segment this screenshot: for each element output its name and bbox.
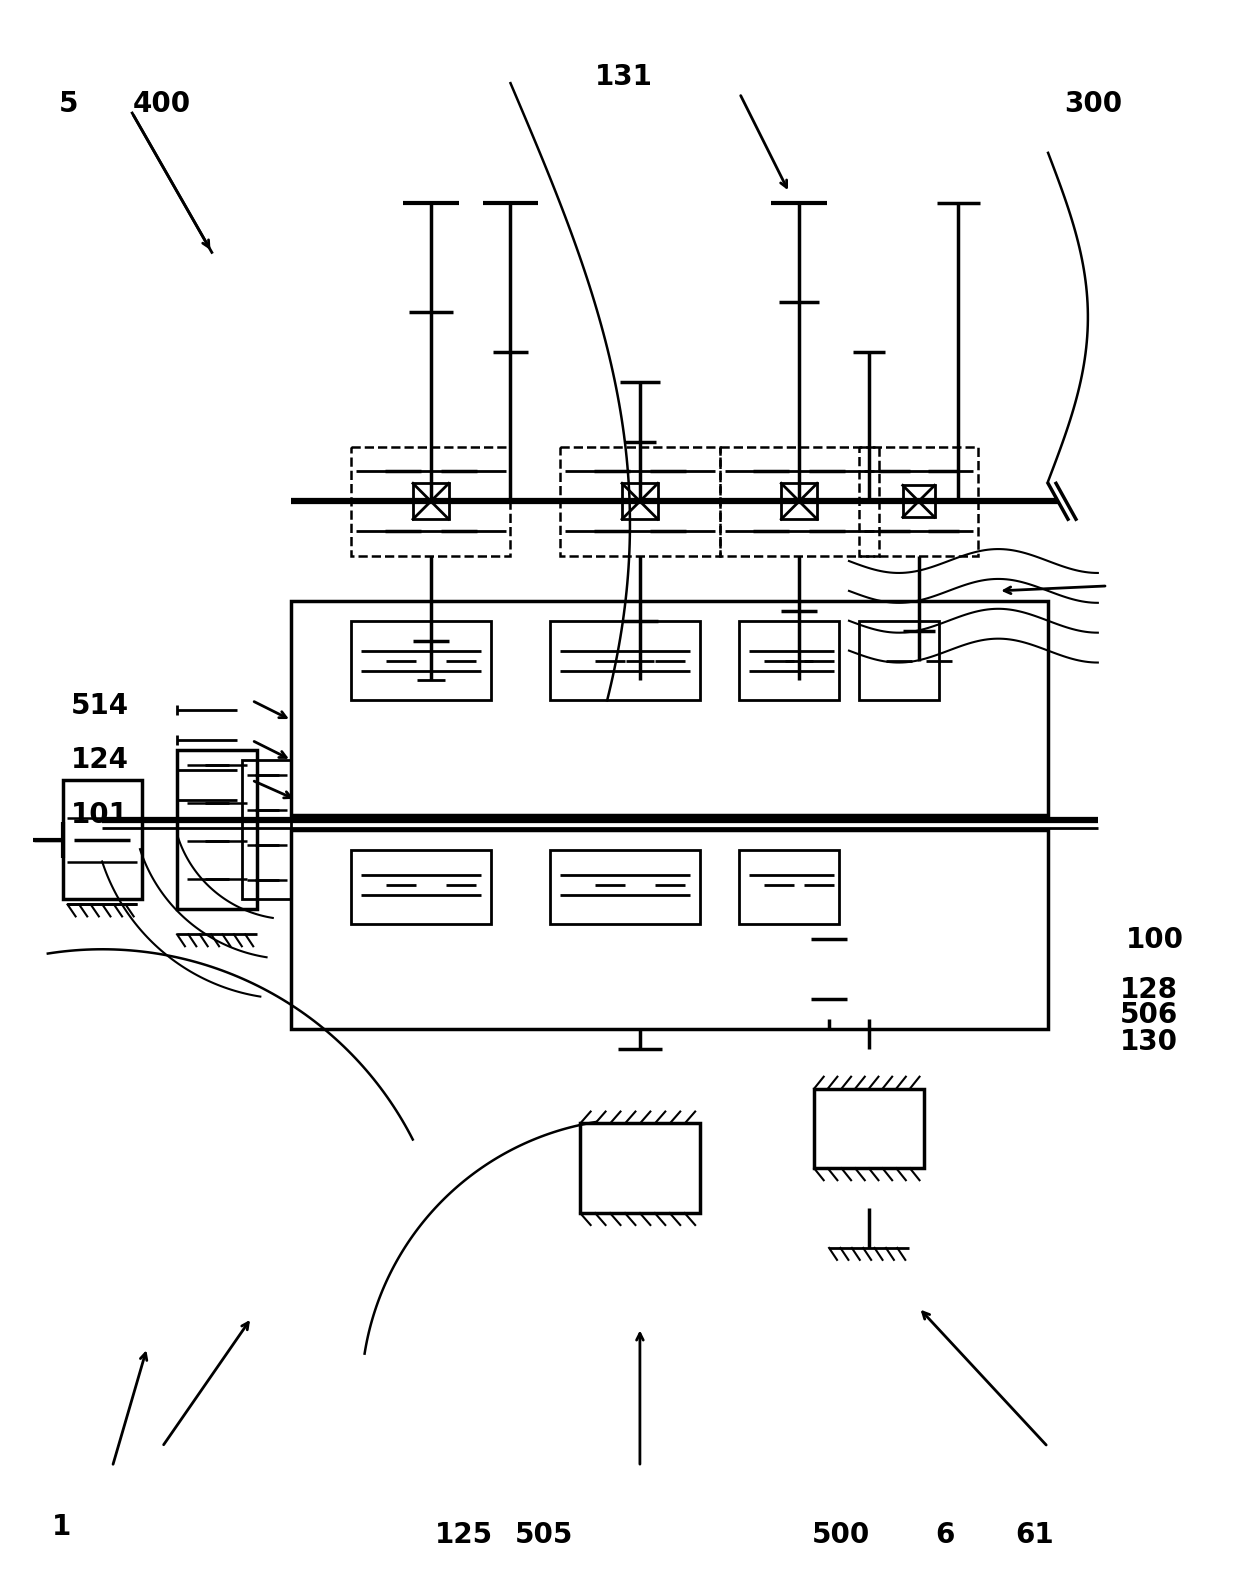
Text: 300: 300 [1064, 90, 1122, 118]
Bar [351, 621, 491, 701]
Bar [242, 760, 291, 900]
Text: 100: 100 [1126, 927, 1184, 954]
Text: 130: 130 [1120, 1027, 1178, 1056]
Bar [580, 1123, 699, 1213]
Bar [903, 485, 935, 517]
Bar [551, 621, 699, 701]
Bar [413, 484, 449, 518]
Bar [859, 621, 939, 701]
Text: 128: 128 [1120, 976, 1178, 1004]
Text: 1: 1 [52, 1513, 72, 1541]
Text: 514: 514 [71, 691, 129, 720]
Bar [351, 446, 511, 556]
Text: 6: 6 [935, 1521, 954, 1549]
Bar [719, 446, 879, 556]
Bar [177, 751, 257, 910]
Text: 101: 101 [71, 801, 129, 829]
Bar [622, 484, 658, 518]
Bar [739, 621, 839, 701]
Text: 500: 500 [811, 1521, 869, 1549]
Text: 124: 124 [71, 746, 129, 775]
Bar [62, 781, 143, 900]
Bar [859, 446, 978, 556]
Text: 400: 400 [133, 90, 191, 118]
Bar [739, 850, 839, 924]
Text: 131: 131 [595, 63, 653, 91]
Text: 61: 61 [1016, 1521, 1054, 1549]
Bar [815, 1089, 924, 1169]
Bar [781, 484, 817, 518]
Text: 125: 125 [435, 1521, 494, 1549]
Bar [551, 850, 699, 924]
Bar [351, 850, 491, 924]
Text: 5: 5 [58, 90, 78, 118]
Bar [291, 829, 1048, 1029]
Bar [291, 600, 1048, 815]
Text: 505: 505 [515, 1521, 573, 1549]
Text: 506: 506 [1120, 1001, 1178, 1029]
Bar [560, 446, 719, 556]
